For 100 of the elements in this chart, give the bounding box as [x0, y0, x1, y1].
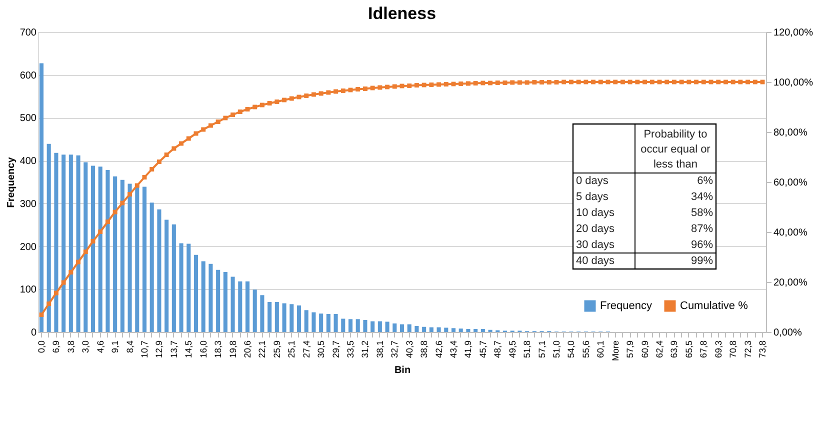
bar [172, 224, 176, 332]
y2-tick-label: 80,00% [774, 128, 808, 138]
bar [451, 328, 456, 332]
x-tick-label: 63,9 [669, 340, 680, 358]
y2-tick-label: 40,00% [774, 228, 808, 238]
x-tick-label: 0,0 [36, 340, 46, 354]
y-tick-label: 0 [30, 328, 37, 338]
bar [208, 264, 213, 332]
annotation: 5 days [576, 191, 609, 203]
x-tick-label: 48,7 [492, 340, 503, 358]
x-tick-label: 33,5 [346, 340, 356, 358]
x-tick-label: 51,0 [552, 340, 562, 358]
y-tick-label: 400 [20, 156, 37, 168]
x-tick-label: 4,6 [95, 340, 106, 354]
bar [268, 302, 272, 332]
x-tick-label: 20,6 [242, 340, 252, 358]
x-tick-label: 69,3 [713, 340, 724, 358]
legend-label: Frequency [600, 300, 652, 312]
y-tick-label: 200 [20, 242, 37, 253]
bar [157, 209, 162, 332]
bar [68, 154, 73, 332]
bar [194, 254, 198, 332]
x-tick-label: 60,9 [640, 340, 650, 358]
x-tick-label: 30,5 [316, 340, 326, 358]
bar [201, 261, 206, 332]
annotation: 96% [690, 239, 714, 251]
bar [164, 220, 169, 332]
bar [62, 154, 66, 332]
bar [260, 295, 264, 332]
x-tick-label: 25,9 [272, 340, 282, 358]
x-tick-label: 57,1 [536, 340, 547, 358]
bar [252, 290, 257, 332]
y2-tick-label: 20,00% [774, 278, 808, 288]
x-tick-label: 19,8 [228, 340, 238, 358]
x-tick-label: 9,1 [110, 340, 120, 354]
bar [179, 243, 184, 332]
x-tick-label: 6,9 [51, 340, 62, 354]
x-tick-label: 32,7 [390, 340, 400, 358]
x-tick-label: 27,4 [301, 340, 312, 358]
x-tick-label: 40,3 [404, 340, 414, 358]
bar [414, 326, 419, 332]
bar [216, 270, 220, 332]
bar [356, 319, 360, 332]
bar [150, 202, 154, 332]
bar [466, 329, 470, 332]
x-tick-label: 70,8 [728, 340, 738, 358]
x-tick-label: 3,8 [66, 340, 76, 354]
bar [120, 180, 124, 332]
bar [407, 324, 412, 332]
bar [326, 314, 330, 332]
bar [392, 323, 397, 332]
x-tick-label: 72,3 [742, 340, 753, 358]
annotation: 0 days [576, 175, 609, 187]
bar [400, 324, 404, 332]
x-tick-label: More [610, 340, 620, 362]
y-tick-label: 500 [20, 113, 37, 124]
x-tick-label: 42,6 [434, 340, 444, 358]
x-tick-label: 62,4 [654, 340, 665, 358]
bar [84, 162, 88, 332]
bar [46, 144, 51, 332]
annotation: 30 days [576, 239, 616, 251]
x-tick-label: 73,8 [758, 340, 768, 358]
y2-tick-label: 120,00% [774, 28, 814, 38]
bar [385, 322, 390, 332]
bar [54, 152, 58, 332]
bar [76, 155, 80, 332]
bar [274, 302, 279, 332]
bar [444, 328, 448, 332]
y-tick-label: 600 [20, 70, 37, 82]
x-tick-label: 25,1 [286, 340, 297, 358]
annotation: 10 days [576, 207, 616, 219]
bar [106, 170, 110, 332]
bar [245, 281, 250, 332]
x-tick-label: 65,5 [684, 340, 694, 358]
bar [290, 304, 294, 332]
x-tick-label: 31,2 [360, 340, 370, 358]
annotation: 20 days [576, 223, 616, 235]
annotation: 40 days [576, 255, 616, 267]
x-tick-label: 55,6 [580, 340, 591, 358]
bar [296, 305, 302, 332]
x-tick-label: 60,1 [596, 340, 606, 358]
x-tick-label: 18,3 [213, 340, 224, 358]
x-tick-label: 51,8 [522, 340, 532, 358]
y-axis-title: Frequency [6, 156, 17, 208]
bar [282, 303, 286, 332]
bar [230, 276, 235, 332]
annotation: 6% [697, 175, 714, 187]
x-tick-label: 45,7 [478, 340, 488, 358]
x-tick-label: 38,8 [419, 340, 430, 358]
bar [98, 166, 102, 332]
x-tick-label: 14,5 [184, 340, 194, 358]
bar [334, 314, 338, 332]
bar [480, 329, 485, 332]
bar [458, 328, 463, 332]
x-tick-label: 57,9 [625, 340, 636, 358]
annotation: 58% [690, 207, 714, 219]
x-tick-label: 49,5 [507, 340, 518, 358]
x-tick-label: 22,1 [257, 340, 268, 358]
y-tick-label: 100 [20, 284, 37, 296]
bar [429, 327, 434, 332]
